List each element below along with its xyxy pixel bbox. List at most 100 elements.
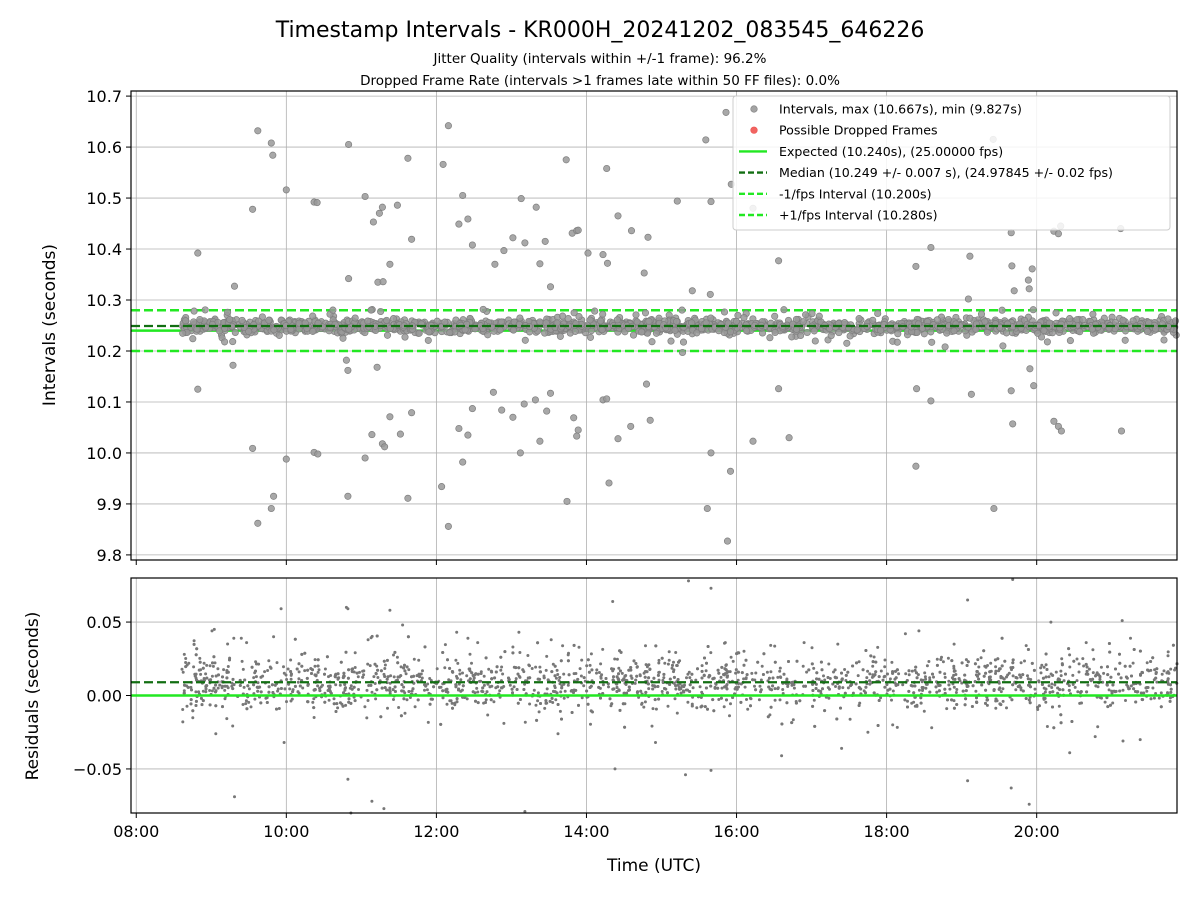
residual-point bbox=[785, 677, 789, 681]
residual-point bbox=[608, 697, 612, 701]
residual-outlier-point bbox=[1068, 751, 1072, 755]
residual-point bbox=[293, 684, 297, 688]
residual-point bbox=[712, 709, 716, 713]
residual-point bbox=[709, 684, 713, 688]
residual-point bbox=[657, 697, 661, 701]
residual-point bbox=[1166, 650, 1170, 654]
residual-point bbox=[256, 681, 260, 685]
residual-point bbox=[342, 691, 345, 695]
interval-outlier-point bbox=[521, 239, 529, 247]
residual-point bbox=[194, 699, 198, 703]
residual-point bbox=[1039, 671, 1043, 675]
residual-point bbox=[247, 700, 251, 704]
residual-point bbox=[323, 691, 327, 695]
residual-point bbox=[1011, 661, 1015, 665]
interval-point bbox=[351, 314, 359, 322]
residual-point bbox=[955, 703, 959, 706]
residual-point bbox=[1094, 684, 1098, 688]
residual-point bbox=[1032, 668, 1036, 672]
residual-point bbox=[891, 723, 895, 727]
residual-point bbox=[454, 685, 458, 689]
residual-point bbox=[507, 676, 510, 680]
residual-point bbox=[1079, 690, 1083, 694]
residual-point bbox=[369, 683, 373, 687]
residual-point bbox=[1011, 674, 1015, 678]
residual-point bbox=[984, 701, 987, 705]
residual-point bbox=[297, 670, 301, 674]
residual-point bbox=[461, 671, 464, 675]
residual-point bbox=[205, 663, 209, 667]
residual-point bbox=[486, 682, 490, 686]
residual-point bbox=[1117, 672, 1121, 676]
interval-point bbox=[345, 325, 353, 333]
residual-point bbox=[680, 684, 684, 688]
residual-point bbox=[640, 702, 644, 706]
residual-point bbox=[242, 685, 246, 689]
interval-outlier-point bbox=[344, 492, 352, 500]
residual-outlier-point bbox=[182, 652, 186, 656]
residual-point bbox=[947, 683, 951, 687]
residual-point bbox=[672, 660, 675, 664]
residual-point bbox=[877, 699, 881, 702]
residual-point bbox=[643, 675, 647, 679]
residual-point bbox=[327, 687, 331, 691]
residual-point bbox=[948, 687, 952, 691]
residual-point bbox=[651, 687, 655, 691]
residual-point bbox=[1114, 689, 1118, 693]
residual-point bbox=[427, 691, 431, 695]
residual-point bbox=[544, 668, 548, 672]
interval-point bbox=[559, 312, 567, 320]
residual-point bbox=[580, 696, 584, 700]
residual-point bbox=[289, 670, 293, 673]
residual-outlier-point bbox=[233, 795, 236, 799]
interval-point bbox=[516, 314, 524, 322]
residual-point bbox=[812, 698, 816, 702]
residual-point bbox=[597, 671, 601, 674]
residual-point bbox=[1107, 688, 1111, 692]
interval-point bbox=[629, 331, 638, 339]
residual-point bbox=[811, 689, 815, 692]
residual-point bbox=[776, 675, 780, 679]
residual-point bbox=[347, 700, 351, 704]
residual-point bbox=[1134, 700, 1138, 704]
interval-point bbox=[484, 331, 492, 339]
residual-point bbox=[231, 677, 235, 681]
residual-point bbox=[1139, 673, 1142, 677]
residual-point bbox=[854, 682, 858, 686]
interval-point bbox=[797, 331, 805, 340]
residual-point bbox=[1057, 704, 1061, 708]
residual-point bbox=[745, 698, 748, 701]
residual-point bbox=[412, 674, 416, 678]
residual-point bbox=[1097, 673, 1101, 677]
residual-point bbox=[443, 666, 447, 670]
residual-point bbox=[192, 642, 196, 646]
residual-point bbox=[615, 657, 619, 661]
residual-outlier-point bbox=[476, 641, 480, 645]
residual-point bbox=[426, 682, 430, 686]
residual-point bbox=[827, 662, 831, 666]
residual-point bbox=[289, 672, 293, 676]
residual-point bbox=[214, 683, 218, 687]
residual-point bbox=[742, 649, 746, 653]
residual-point bbox=[791, 680, 795, 684]
residual-point bbox=[773, 687, 777, 691]
residual-point bbox=[554, 698, 558, 702]
residual-point bbox=[254, 675, 258, 679]
residual-point bbox=[988, 670, 992, 674]
residual-point bbox=[365, 688, 369, 692]
residual-outlier-point bbox=[346, 777, 350, 781]
residual-point bbox=[303, 669, 307, 673]
interval-point bbox=[788, 333, 796, 341]
intervals-y-tick-label: 10.3 bbox=[86, 291, 122, 310]
residual-point bbox=[553, 674, 557, 678]
residual-point bbox=[1068, 665, 1072, 669]
residual-outlier-point bbox=[366, 638, 370, 642]
residual-point bbox=[511, 651, 515, 655]
residual-point bbox=[815, 671, 819, 675]
interval-outlier-point bbox=[562, 156, 570, 164]
residual-point bbox=[291, 690, 295, 694]
residual-point bbox=[822, 674, 825, 678]
residual-point bbox=[960, 681, 964, 685]
interval-point bbox=[189, 335, 197, 343]
residual-point bbox=[515, 688, 519, 691]
